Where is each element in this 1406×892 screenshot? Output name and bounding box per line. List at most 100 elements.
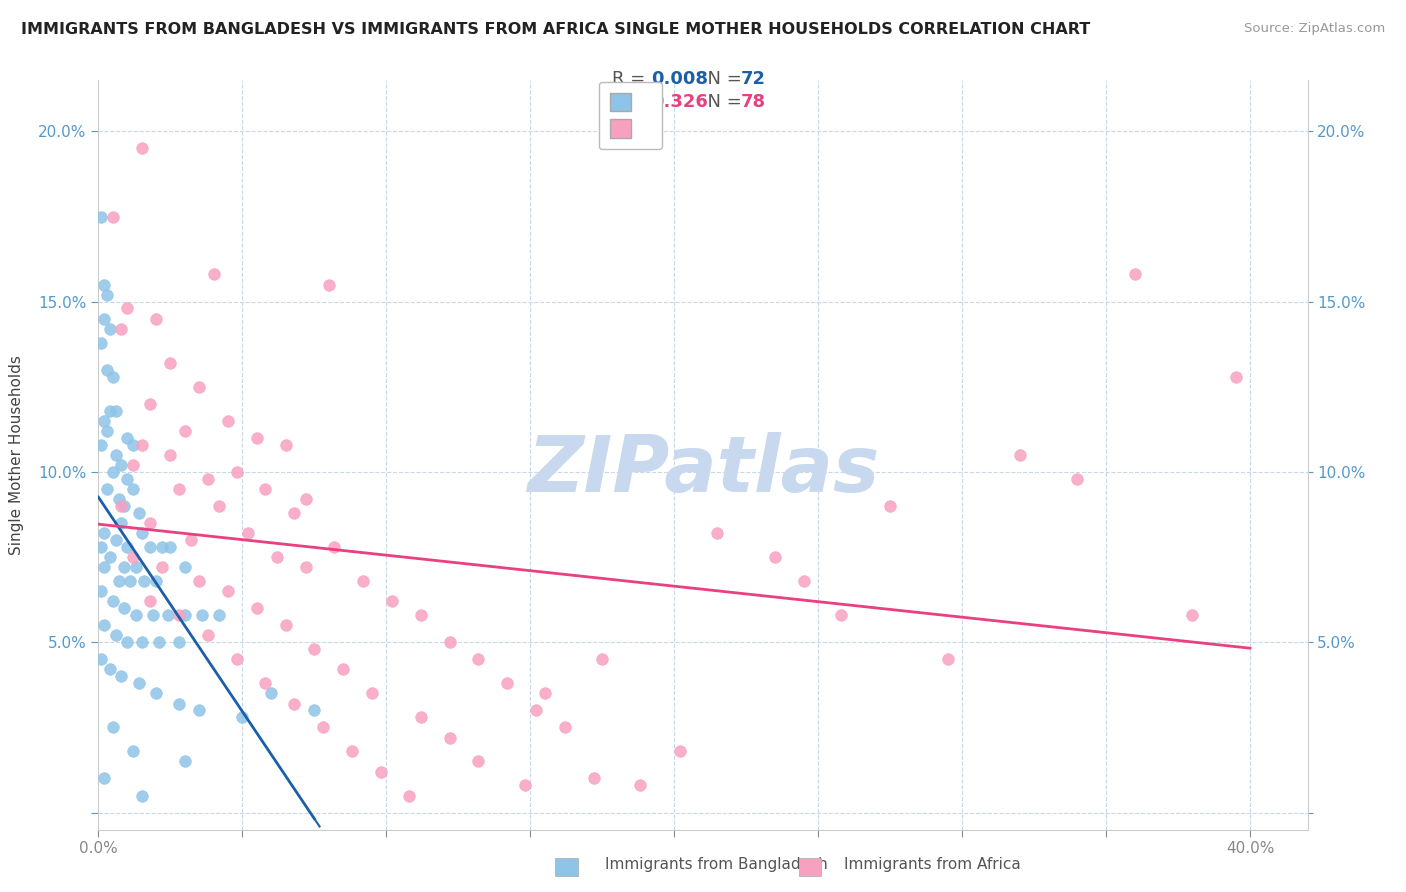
Point xyxy=(131,141,153,155)
Text: 0.326: 0.326 xyxy=(651,93,707,111)
Point xyxy=(139,397,162,411)
Point xyxy=(131,438,153,452)
Point xyxy=(159,448,181,462)
Point xyxy=(304,642,326,657)
Text: IMMIGRANTS FROM BANGLADESH VS IMMIGRANTS FROM AFRICA SINGLE MOTHER HOUSEHOLDS CO: IMMIGRANTS FROM BANGLADESH VS IMMIGRANTS… xyxy=(21,22,1090,37)
Point xyxy=(879,499,901,513)
Point xyxy=(398,789,420,803)
Point xyxy=(104,448,127,462)
Point xyxy=(145,311,167,326)
Text: R =: R = xyxy=(612,70,657,87)
Point xyxy=(554,720,576,734)
Point xyxy=(370,764,392,779)
Text: N =: N = xyxy=(696,93,748,111)
Point xyxy=(93,311,115,326)
Point xyxy=(122,438,145,452)
Point xyxy=(159,540,181,554)
Point xyxy=(191,607,214,622)
Point xyxy=(1123,268,1146,282)
Point xyxy=(122,744,145,758)
Legend:  ,  : , xyxy=(599,82,662,149)
Point xyxy=(93,772,115,786)
Point xyxy=(467,652,489,666)
Y-axis label: Single Mother Households: Single Mother Households xyxy=(10,355,24,555)
Point xyxy=(96,424,118,438)
Point xyxy=(381,594,404,608)
Point xyxy=(266,550,288,565)
Point xyxy=(93,526,115,541)
Point xyxy=(139,516,162,530)
Point xyxy=(340,744,363,758)
Point xyxy=(763,550,786,565)
Point xyxy=(513,778,536,792)
Point xyxy=(110,322,132,336)
Point xyxy=(173,560,195,574)
Point xyxy=(131,526,153,541)
Point xyxy=(122,458,145,472)
Point xyxy=(1066,472,1088,486)
Text: R =: R = xyxy=(612,93,657,111)
Point xyxy=(110,499,132,513)
Text: 72: 72 xyxy=(741,70,766,87)
Point xyxy=(352,574,374,588)
Point xyxy=(793,574,815,588)
Point xyxy=(128,506,150,520)
Point xyxy=(533,686,555,700)
Point xyxy=(318,277,340,292)
Point xyxy=(145,686,167,700)
Point xyxy=(274,618,297,632)
Point xyxy=(150,540,173,554)
Point xyxy=(128,676,150,690)
Point xyxy=(125,607,148,622)
Point xyxy=(150,560,173,574)
Point xyxy=(112,560,135,574)
Point xyxy=(96,482,118,496)
Point xyxy=(467,755,489,769)
Point xyxy=(202,268,225,282)
Point xyxy=(142,607,165,622)
Point xyxy=(131,635,153,649)
Point xyxy=(217,414,239,428)
Point xyxy=(93,618,115,632)
Point xyxy=(93,414,115,428)
Point xyxy=(107,574,129,588)
Point xyxy=(274,438,297,452)
Text: Immigrants from Bangladesh: Immigrants from Bangladesh xyxy=(605,857,827,872)
Point xyxy=(115,540,138,554)
Point xyxy=(145,574,167,588)
Point xyxy=(101,720,124,734)
Point xyxy=(231,710,253,724)
Point xyxy=(115,472,138,486)
Point xyxy=(706,526,728,541)
Point xyxy=(90,438,112,452)
Point xyxy=(217,584,239,599)
Point xyxy=(115,635,138,649)
Point xyxy=(112,601,135,615)
Text: 0.008: 0.008 xyxy=(651,70,709,87)
Point xyxy=(1225,369,1247,384)
Point xyxy=(409,607,432,622)
Point xyxy=(110,458,132,472)
Text: N =: N = xyxy=(696,70,748,87)
Point xyxy=(122,482,145,496)
Point xyxy=(439,635,461,649)
Point xyxy=(93,277,115,292)
Point xyxy=(304,703,326,717)
Point xyxy=(254,482,277,496)
Point xyxy=(669,744,692,758)
Point xyxy=(225,652,247,666)
Point xyxy=(188,703,211,717)
Point xyxy=(96,363,118,377)
Point xyxy=(294,560,316,574)
Point xyxy=(112,499,135,513)
Point xyxy=(323,540,346,554)
Point xyxy=(283,697,305,711)
Point xyxy=(496,676,519,690)
Point xyxy=(107,492,129,507)
Point xyxy=(98,322,121,336)
Point xyxy=(134,574,156,588)
Point xyxy=(122,550,145,565)
Point xyxy=(101,465,124,479)
Point xyxy=(582,772,605,786)
Point xyxy=(173,755,195,769)
